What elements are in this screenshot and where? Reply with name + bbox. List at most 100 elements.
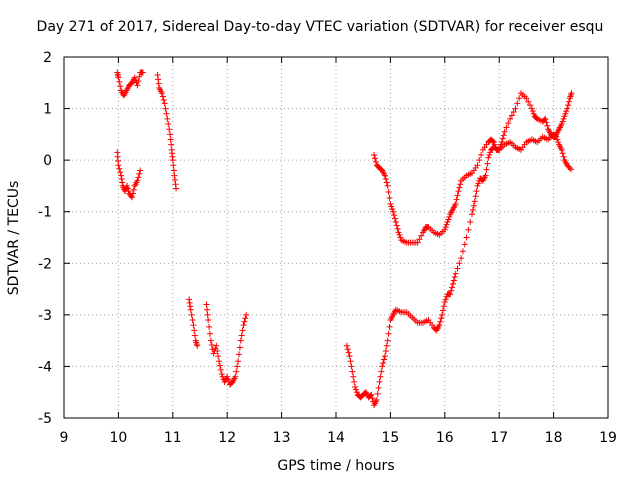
- data-point-marker: [377, 373, 384, 380]
- data-point-marker: [558, 121, 565, 128]
- data-point-marker: [191, 327, 198, 334]
- data-point-marker: [486, 151, 493, 158]
- x-tick-label: 19: [599, 430, 617, 446]
- data-point-marker: [213, 342, 220, 349]
- data-point-marker: [171, 176, 178, 183]
- data-point-marker: [215, 353, 222, 360]
- data-point-marker: [155, 80, 162, 87]
- data-point-marker: [368, 391, 375, 398]
- data-point-marker: [115, 74, 122, 81]
- data-point-marker: [499, 135, 506, 142]
- data-point-marker: [478, 151, 485, 158]
- data-point-marker: [203, 301, 210, 308]
- data-point-marker: [442, 296, 449, 303]
- data-point-marker: [173, 185, 180, 192]
- data-point-marker: [516, 95, 523, 102]
- data-point-marker: [475, 180, 482, 187]
- data-point-marker: [507, 115, 514, 122]
- data-point-marker: [443, 221, 450, 228]
- data-point-marker: [163, 110, 170, 117]
- data-point-marker: [500, 132, 507, 139]
- data-point-marker: [170, 162, 177, 169]
- data-point-marker: [397, 234, 404, 241]
- data-point-marker: [154, 72, 161, 79]
- data-point-marker: [503, 124, 510, 131]
- data-point-marker: [447, 291, 454, 298]
- data-point-marker: [189, 317, 196, 324]
- x-tick-label: 11: [164, 430, 182, 446]
- data-point-marker: [379, 363, 386, 370]
- data-point-marker: [372, 158, 379, 165]
- data-point-marker: [139, 69, 146, 76]
- data-point-marker: [514, 100, 521, 107]
- data-point-marker: [386, 194, 393, 201]
- data-point-marker: [167, 136, 174, 143]
- data-point-marker: [389, 206, 396, 213]
- data-point-marker: [204, 306, 211, 313]
- data-point-marker: [381, 353, 388, 360]
- data-point-marker: [205, 317, 212, 324]
- data-point-marker: [224, 373, 231, 380]
- data-point-marker: [236, 344, 243, 351]
- data-point-marker: [378, 368, 385, 375]
- data-point-marker: [373, 396, 380, 403]
- data-point-marker: [353, 389, 360, 396]
- data-point-marker: [240, 322, 247, 329]
- data-point-marker: [186, 299, 193, 306]
- data-point-marker: [234, 363, 241, 370]
- data-point-marker: [117, 83, 124, 90]
- data-point-marker: [564, 105, 571, 112]
- data-point-marker: [555, 139, 562, 146]
- data-point-marker: [439, 307, 446, 314]
- data-point-marker: [527, 102, 534, 109]
- series-segment-e: [203, 301, 250, 388]
- y-tick-label: -2: [38, 256, 52, 272]
- data-point-marker: [441, 226, 448, 233]
- data-point-marker: [454, 265, 461, 272]
- x-tick-label: 17: [490, 430, 508, 446]
- data-point-marker: [439, 311, 446, 318]
- data-point-marker: [186, 296, 193, 303]
- data-point-marker: [438, 315, 445, 322]
- data-point-marker: [218, 371, 225, 378]
- data-point-marker: [388, 203, 395, 210]
- y-tick-label: -1: [38, 205, 52, 221]
- data-point-marker: [350, 373, 357, 380]
- data-point-marker: [566, 98, 573, 105]
- data-point-marker: [483, 166, 490, 173]
- data-point-marker: [473, 188, 480, 195]
- data-point-marker: [450, 277, 457, 284]
- data-point-marker: [501, 128, 508, 135]
- data-point-marker: [386, 323, 393, 330]
- data-point-marker: [491, 141, 498, 148]
- x-tick-label: 9: [60, 430, 69, 446]
- plot-frame: [63, 56, 609, 419]
- data-point-marker: [158, 90, 165, 97]
- data-point-marker: [436, 322, 443, 329]
- data-point-marker: [172, 181, 179, 188]
- data-point-marker: [396, 231, 403, 238]
- data-point-marker: [387, 200, 394, 207]
- data-point-marker: [170, 167, 177, 174]
- data-point-marker: [351, 378, 358, 385]
- y-tick-labels: -5 -4 -3 -2 -1 0 1 2: [38, 50, 52, 427]
- data-point-marker: [206, 330, 213, 337]
- data-point-marker: [449, 280, 456, 287]
- data-point-marker: [512, 105, 519, 112]
- data-point-marker: [348, 363, 355, 370]
- data-point-marker: [453, 196, 460, 203]
- data-point-marker: [469, 206, 476, 213]
- data-point-marker: [474, 182, 481, 189]
- data-point-marker: [385, 188, 392, 195]
- data-point-marker: [457, 181, 464, 188]
- data-point-marker: [232, 373, 239, 380]
- data-point-marker: [162, 105, 169, 112]
- x-tick-label: 18: [545, 430, 563, 446]
- data-point-marker: [562, 110, 569, 117]
- series-segment-d: [186, 296, 201, 349]
- data-point-marker: [440, 303, 447, 310]
- data-point-marker: [134, 177, 141, 184]
- data-point-marker: [489, 138, 496, 145]
- data-point-marker: [463, 234, 470, 241]
- data-point-marker: [165, 121, 172, 128]
